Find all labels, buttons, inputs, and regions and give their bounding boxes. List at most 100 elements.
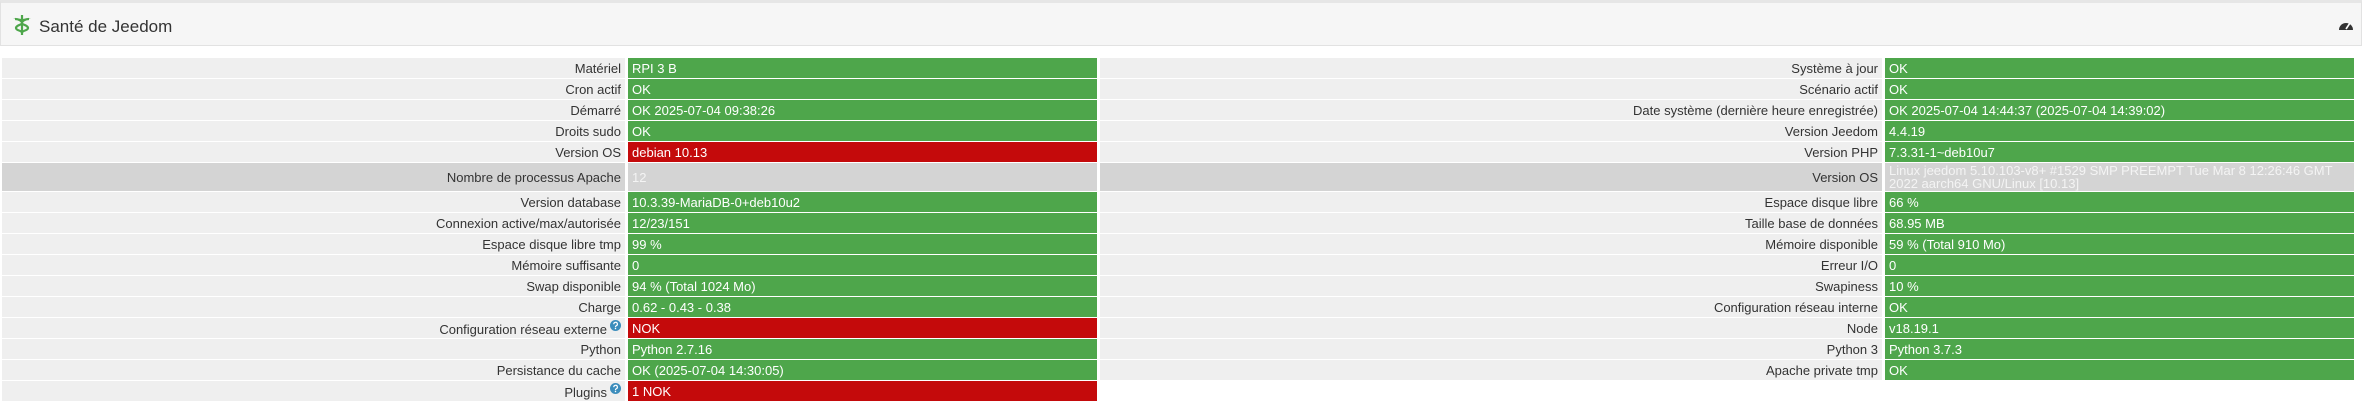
label-text: Version OS <box>555 144 621 160</box>
column-gap <box>1097 360 1100 380</box>
check-label: Scénario actif <box>1100 79 1882 99</box>
label-text: Swap disponible <box>526 278 621 294</box>
label-text: Swapiness <box>1815 278 1878 294</box>
label-text: Espace disque libre tmp <box>482 236 621 252</box>
label-text: Python 3 <box>1826 341 1878 357</box>
health-row: Persistance du cache OK (2025-07-04 14:30… <box>2 360 2354 380</box>
check-label: Configuration réseau externe <box>2 318 625 338</box>
check-value: Python 3.7.3 <box>1882 339 2354 359</box>
column-gap <box>1097 100 1100 120</box>
check-value: 12 <box>625 163 1097 191</box>
check-label: Droits sudo <box>2 121 625 141</box>
empty-cell <box>1882 381 2354 401</box>
check-value: 10.3.39-MariaDB-0+deb10u2 <box>625 192 1097 212</box>
label-text: Version database <box>520 194 621 210</box>
label-text: Apache private tmp <box>1765 362 1878 378</box>
health-row: Connexion active/max/autorisée 12/23/151 T… <box>2 213 2354 233</box>
check-value: OK <box>1882 58 2354 78</box>
check-label: Persistance du cache <box>2 360 625 380</box>
health-table: Matériel RPI 3 B Système à jour OK Cron acti… <box>2 57 2354 402</box>
check-label: Nombre de processus Apache <box>2 163 625 191</box>
health-row: Charge 0.62 - 0.43 - 0.38 Configuration ré… <box>2 297 2354 317</box>
check-label: Swap disponible <box>2 276 625 296</box>
check-value: OK 2025-07-04 14:44:37 (2025-07-04 14:39… <box>1882 100 2354 120</box>
column-gap <box>1097 318 1100 338</box>
gauge-icon[interactable] <box>2337 16 2355 32</box>
help-icon[interactable] <box>610 382 621 394</box>
column-gap <box>1097 79 1100 99</box>
check-label: Plugins <box>2 381 625 401</box>
check-value: v18.19.1 <box>1882 318 2354 338</box>
column-gap <box>1097 381 1100 401</box>
label-text: Version Jeedom <box>1784 123 1878 139</box>
label-text: Espace disque libre <box>1764 194 1878 210</box>
label-text: Erreur I/O <box>1820 257 1878 273</box>
health-row: Nombre de processus Apache 12 Version OS Li… <box>2 163 2354 191</box>
column-gap <box>1097 255 1100 275</box>
column-gap <box>1097 142 1100 162</box>
check-label: Configuration réseau interne <box>1100 297 1882 317</box>
column-gap <box>1097 339 1100 359</box>
check-value: OK <box>1882 360 2354 380</box>
check-label: Cron actif <box>2 79 625 99</box>
health-row: Cron actif OK Scénario actif OK <box>2 79 2354 99</box>
label-text: Node <box>1846 320 1878 336</box>
health-row: Configuration réseau externe NOK Node v18.1… <box>2 318 2354 338</box>
check-label: Mémoire suffisante <box>2 255 625 275</box>
label-text: Version OS <box>1812 169 1878 185</box>
check-label: Version OS <box>1100 163 1882 191</box>
check-value: 0 <box>625 255 1097 275</box>
check-label: Version database <box>2 192 625 212</box>
label-text: Mémoire disponible <box>1765 236 1878 252</box>
panel-header: Santé de Jeedom <box>0 0 2362 46</box>
check-label: Espace disque libre <box>1100 192 1882 212</box>
check-label: Version OS <box>2 142 625 162</box>
check-value: NOK <box>625 318 1097 338</box>
check-label: Date système (dernière heure enregistrée… <box>1100 100 1882 120</box>
health-row: Matériel RPI 3 B Système à jour OK <box>2 58 2354 78</box>
health-row: Mémoire suffisante 0 Erreur I/O 0 <box>2 255 2354 275</box>
check-label: Version Jeedom <box>1100 121 1882 141</box>
label-text: Configuration réseau externe <box>439 321 607 337</box>
help-icon[interactable] <box>610 319 621 331</box>
label-text: Plugins <box>564 384 607 400</box>
check-value: 7.3.31-1~deb10u7 <box>1882 142 2354 162</box>
label-text: Démarré <box>570 102 621 118</box>
health-row: Espace disque libre tmp 99 % Mémoire dispo… <box>2 234 2354 254</box>
check-value: 94 % (Total 1024 Mo) <box>625 276 1097 296</box>
column-gap <box>1097 192 1100 212</box>
health-rows: Matériel RPI 3 B Système à jour OK Cron acti… <box>2 58 2354 401</box>
health-row: Swap disponible 94 % (Total 1024 Mo) Swapi… <box>2 276 2354 296</box>
column-gap <box>1097 276 1100 296</box>
column-gap <box>1097 163 1100 191</box>
check-value: 59 % (Total 910 Mo) <box>1882 234 2354 254</box>
check-value: OK <box>1882 297 2354 317</box>
check-label: Python 3 <box>1100 339 1882 359</box>
label-text: Version PHP <box>1804 144 1878 160</box>
label-text: Charge <box>578 299 621 315</box>
page-title: Santé de Jeedom <box>39 17 173 36</box>
health-row: Démarré OK 2025-07-04 09:38:26 Date systèm… <box>2 100 2354 120</box>
check-value: 4.4.19 <box>1882 121 2354 141</box>
health-row: Plugins 1 NOK <box>2 381 2354 401</box>
check-label: Erreur I/O <box>1100 255 1882 275</box>
check-value: Python 2.7.16 <box>625 339 1097 359</box>
check-label: Connexion active/max/autorisée <box>2 213 625 233</box>
check-value: OK <box>625 121 1097 141</box>
check-value: 10 % <box>1882 276 2354 296</box>
column-gap <box>1097 121 1100 141</box>
check-value: debian 10.13 <box>625 142 1097 162</box>
label-text: Scénario actif <box>1799 81 1878 97</box>
label-text: Matériel <box>574 60 621 76</box>
check-value: 66 % <box>1882 192 2354 212</box>
check-label: Mémoire disponible <box>1100 234 1882 254</box>
label-text: Python <box>580 341 621 357</box>
check-label: Node <box>1100 318 1882 338</box>
check-value: OK <box>625 79 1097 99</box>
check-label: Système à jour <box>1100 58 1882 78</box>
label-text: Persistance du cache <box>496 362 621 378</box>
check-value: 0 <box>1882 255 2354 275</box>
check-value: 68.95 MB <box>1882 213 2354 233</box>
label-text: Date système (dernière heure enregistrée… <box>1633 102 1878 118</box>
